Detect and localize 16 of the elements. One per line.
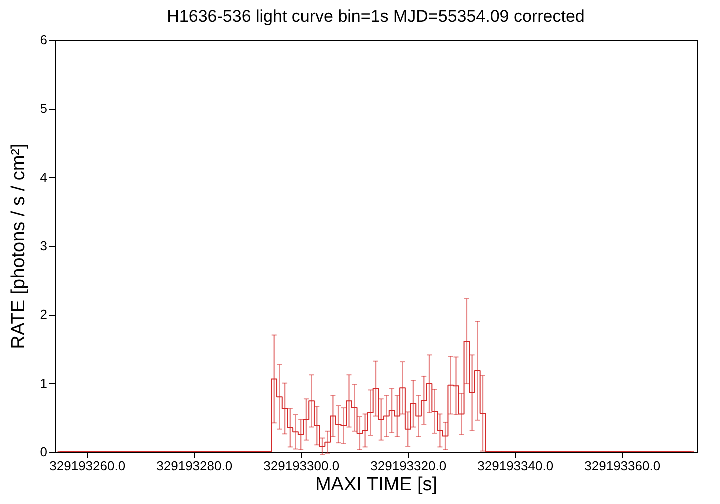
x-tick-label: 329193300.0	[264, 458, 340, 474]
x-tick-label: 329193280.0	[156, 458, 233, 474]
y-tick-label: 5	[40, 101, 48, 116]
y-tick-label: 6	[40, 32, 48, 48]
y-axis-title: RATE [photons / s / cm²]	[8, 144, 30, 350]
x-tick-label: 329193340.0	[478, 458, 554, 474]
x-tick-label: 329193260.0	[50, 458, 126, 474]
y-tick-label: 1	[40, 376, 48, 391]
y-tick-label: 4	[40, 170, 48, 185]
y-tick-label: 0	[40, 444, 48, 460]
y-tick-label: 2	[40, 307, 48, 322]
chart-title: H1636-536 light curve bin=1s MJD=55354.09 corrected	[167, 7, 585, 26]
y-tick-label: 3	[40, 238, 48, 254]
x-tick-label: 329193360.0	[584, 458, 661, 474]
x-axis-title: MAXI TIME [s]	[315, 474, 438, 496]
x-tick-label: 329193320.0	[370, 458, 447, 474]
